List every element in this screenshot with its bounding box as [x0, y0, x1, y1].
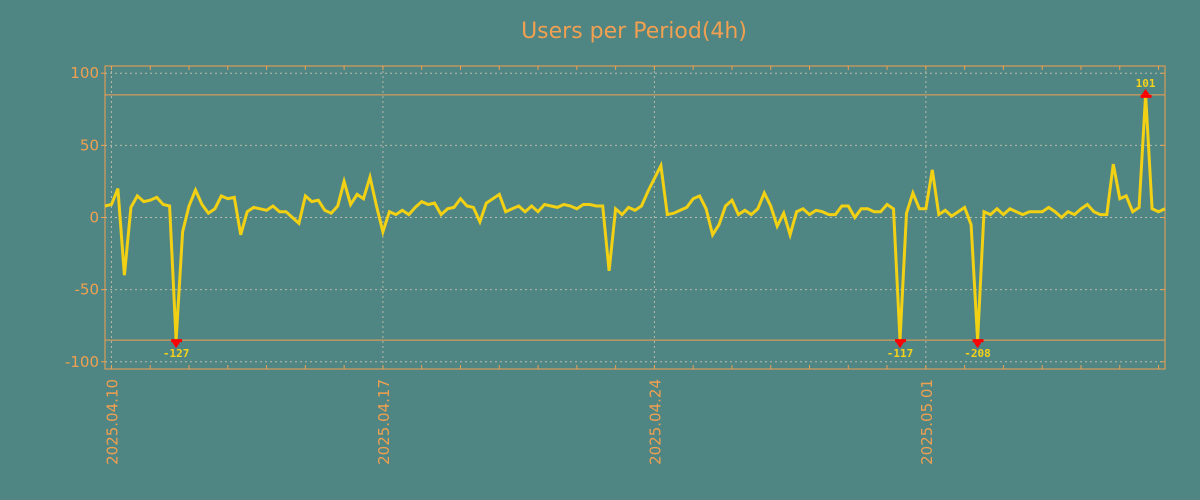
x-tick-label: 2025.04.10	[103, 379, 121, 465]
annotation-label: -127	[163, 347, 190, 360]
annotations: -127 -117 -208 101	[163, 77, 1156, 360]
annotation-label: 101	[1136, 77, 1156, 90]
y-tick-label: -100	[65, 353, 99, 371]
chart-title: Users per Period(4h)	[521, 19, 747, 44]
annotation-label: -208	[964, 347, 991, 360]
x-tick-label: 2025.04.24	[646, 379, 664, 465]
x-tick-label: 2025.05.01	[918, 379, 936, 465]
marker-bar	[1140, 94, 1152, 98]
marker-arrow-down	[973, 342, 982, 349]
y-tick-label: 50	[80, 136, 99, 154]
grid	[105, 66, 1165, 369]
y-tick-label: -50	[75, 281, 100, 299]
series-layer	[104, 94, 1166, 341]
x-tick-label: 2025.04.17	[375, 379, 393, 465]
marker-arrow-down	[896, 342, 904, 349]
y-tick-label: 0	[89, 209, 99, 227]
marker-arrow-up	[1141, 88, 1150, 95]
series-line-users	[104, 94, 1166, 341]
marker-bar	[895, 339, 906, 343]
y-tick-label: 100	[70, 64, 99, 82]
marker-bar	[972, 339, 984, 343]
marker-arrow-down	[172, 342, 181, 349]
marker-bar	[171, 339, 183, 343]
annotation-label: -117	[887, 347, 914, 360]
